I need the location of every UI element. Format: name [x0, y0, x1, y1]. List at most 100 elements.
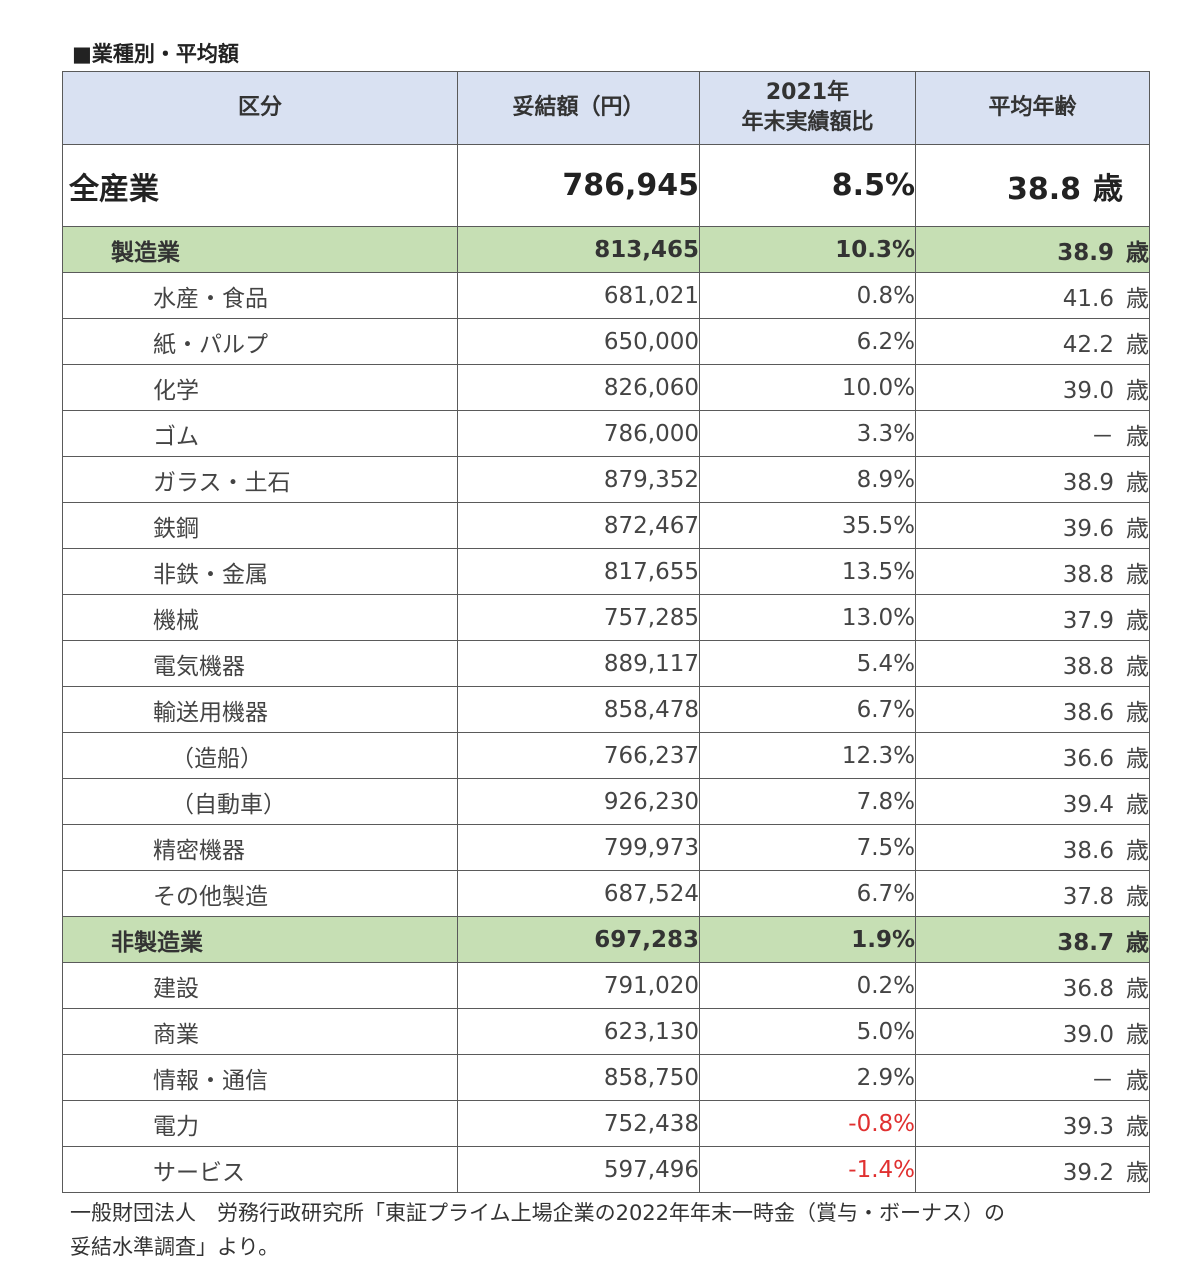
row-amount: 926,230: [457, 778, 700, 825]
age-unit: 歳: [1126, 239, 1149, 266]
row-ratio: 10.0%: [699, 364, 916, 411]
age-unit: 歳: [1126, 515, 1149, 542]
non-manufacturing-group-label: 非製造業: [62, 916, 458, 963]
age-unit: 歳: [1093, 171, 1123, 207]
row-age-value: 38.6: [1062, 837, 1114, 864]
table-row: 紙・パルプ 650,000 6.2% 42.2 歳: [62, 318, 1150, 365]
table-row: 電気機器 889,117 5.4% 38.8 歳: [62, 640, 1150, 687]
row-label: 非鉄・金属: [62, 548, 458, 595]
row-age-value: 38.8: [1062, 653, 1114, 680]
row-label: 輸送用機器: [62, 686, 458, 733]
row-label: 化学: [62, 364, 458, 411]
age-unit: 歳: [1126, 561, 1149, 588]
row-age-value: 39.6: [1062, 515, 1114, 542]
table-row: その他製造 687,524 6.7% 37.8 歳: [62, 870, 1150, 917]
row-age-value: 37.8: [1062, 883, 1114, 910]
row-age: 39.3 歳: [915, 1100, 1150, 1147]
row-label: （造船）: [62, 732, 458, 779]
row-ratio: 7.5%: [699, 824, 916, 871]
non-manufacturing-group-age-value: 38.7: [1057, 929, 1114, 956]
row-age: 36.8 歳: [915, 962, 1150, 1009]
row-amount: 817,655: [457, 548, 700, 595]
row-age-value: 38.9: [1062, 469, 1114, 496]
row-age-value: 39.0: [1062, 1021, 1114, 1048]
row-age: 38.6 歳: [915, 824, 1150, 871]
table-row: 精密機器 799,973 7.5% 38.6 歳: [62, 824, 1150, 871]
row-label: 商業: [62, 1008, 458, 1055]
age-unit: 歳: [1126, 745, 1149, 772]
row-amount: 826,060: [457, 364, 700, 411]
total-label: 全産業: [62, 144, 458, 227]
header-ratio-line1: 2021年: [765, 80, 850, 105]
row-age: 37.8 歳: [915, 870, 1150, 917]
row-age: －歳: [915, 410, 1150, 457]
age-unit: 歳: [1126, 423, 1149, 450]
table-row: 商業 623,130 5.0% 39.0 歳: [62, 1008, 1150, 1055]
row-amount: 650,000: [457, 318, 700, 365]
bonus-table: 区分 妥結額（円） 2021年 年末実績額比 平均年齢 全産業 786,945 …: [62, 71, 1150, 1193]
row-age-value: －: [1091, 423, 1114, 450]
row-amount: 872,467: [457, 502, 700, 549]
non-manufacturing-group-ratio: 1.9%: [699, 916, 916, 963]
age-unit: 歳: [1126, 699, 1149, 726]
row-age-value: 39.3: [1062, 1113, 1114, 1140]
row-ratio: 13.0%: [699, 594, 916, 641]
row-label: ゴム: [62, 410, 458, 457]
non-manufacturing-group-amount: 697,283: [457, 916, 700, 963]
row-age-value: 36.6: [1062, 745, 1114, 772]
age-unit: 歳: [1126, 929, 1149, 956]
row-label: 建設: [62, 962, 458, 1009]
total-age: 38.8 歳: [915, 144, 1150, 227]
row-age-value: 39.4: [1062, 791, 1114, 818]
age-unit: 歳: [1126, 1067, 1149, 1094]
row-label: 電力: [62, 1100, 458, 1147]
row-ratio: 5.0%: [699, 1008, 916, 1055]
row-ratio: 6.7%: [699, 870, 916, 917]
age-unit: 歳: [1126, 837, 1149, 864]
row-ratio: 5.4%: [699, 640, 916, 687]
age-unit: 歳: [1126, 975, 1149, 1002]
row-label: 水産・食品: [62, 272, 458, 319]
row-label: （自動車）: [62, 778, 458, 825]
row-age: 41.6 歳: [915, 272, 1150, 319]
row-age-value: 42.2: [1062, 331, 1114, 358]
row-label: 鉄鋼: [62, 502, 458, 549]
source-line-2: 妥結水準調査」より。: [70, 1235, 280, 1259]
age-unit: 歳: [1126, 377, 1149, 404]
total-row: 全産業 786,945 8.5% 38.8 歳: [62, 144, 1150, 227]
table-row: 電力 752,438 -0.8% 39.3 歳: [62, 1100, 1150, 1147]
row-age-value: －: [1091, 1067, 1114, 1094]
age-unit: 歳: [1126, 1113, 1149, 1140]
age-unit: 歳: [1126, 331, 1149, 358]
table-row: ゴム 786,000 3.3% －歳: [62, 410, 1150, 457]
row-ratio: -0.8%: [699, 1100, 916, 1147]
table-caption: ■業種別・平均額: [72, 42, 239, 66]
row-age: 38.8 歳: [915, 640, 1150, 687]
age-unit: 歳: [1126, 1159, 1149, 1186]
manufacturing-group-row: 製造業 813,465 10.3% 38.9 歳: [62, 226, 1150, 273]
age-unit: 歳: [1126, 1021, 1149, 1048]
row-amount: 752,438: [457, 1100, 700, 1147]
row-age-value: 39.0: [1062, 377, 1114, 404]
source-note: 一般財団法人 労務行政研究所「東証プライム上場企業の2022年年末一時金（賞与・…: [70, 1196, 1160, 1264]
table-row: （造船） 766,237 12.3% 36.6 歳: [62, 732, 1150, 779]
total-ratio: 8.5%: [699, 144, 916, 227]
row-age: 38.6 歳: [915, 686, 1150, 733]
row-ratio: 0.2%: [699, 962, 916, 1009]
table-row: 建設 791,020 0.2% 36.8 歳: [62, 962, 1150, 1009]
table-row: （自動車） 926,230 7.8% 39.4 歳: [62, 778, 1150, 825]
row-ratio: -1.4%: [699, 1146, 916, 1193]
row-age: 39.0 歳: [915, 364, 1150, 411]
header-age: 平均年齢: [915, 71, 1150, 145]
table-row: 非鉄・金属 817,655 13.5% 38.8 歳: [62, 548, 1150, 595]
row-ratio: 8.9%: [699, 456, 916, 503]
row-amount: 858,750: [457, 1054, 700, 1101]
row-age: 38.8 歳: [915, 548, 1150, 595]
row-amount: 791,020: [457, 962, 700, 1009]
row-age: 38.9 歳: [915, 456, 1150, 503]
header-row: 区分 妥結額（円） 2021年 年末実績額比 平均年齢: [62, 71, 1150, 145]
row-amount: 597,496: [457, 1146, 700, 1193]
row-label: 機械: [62, 594, 458, 641]
row-age: 36.6 歳: [915, 732, 1150, 779]
row-amount: 687,524: [457, 870, 700, 917]
